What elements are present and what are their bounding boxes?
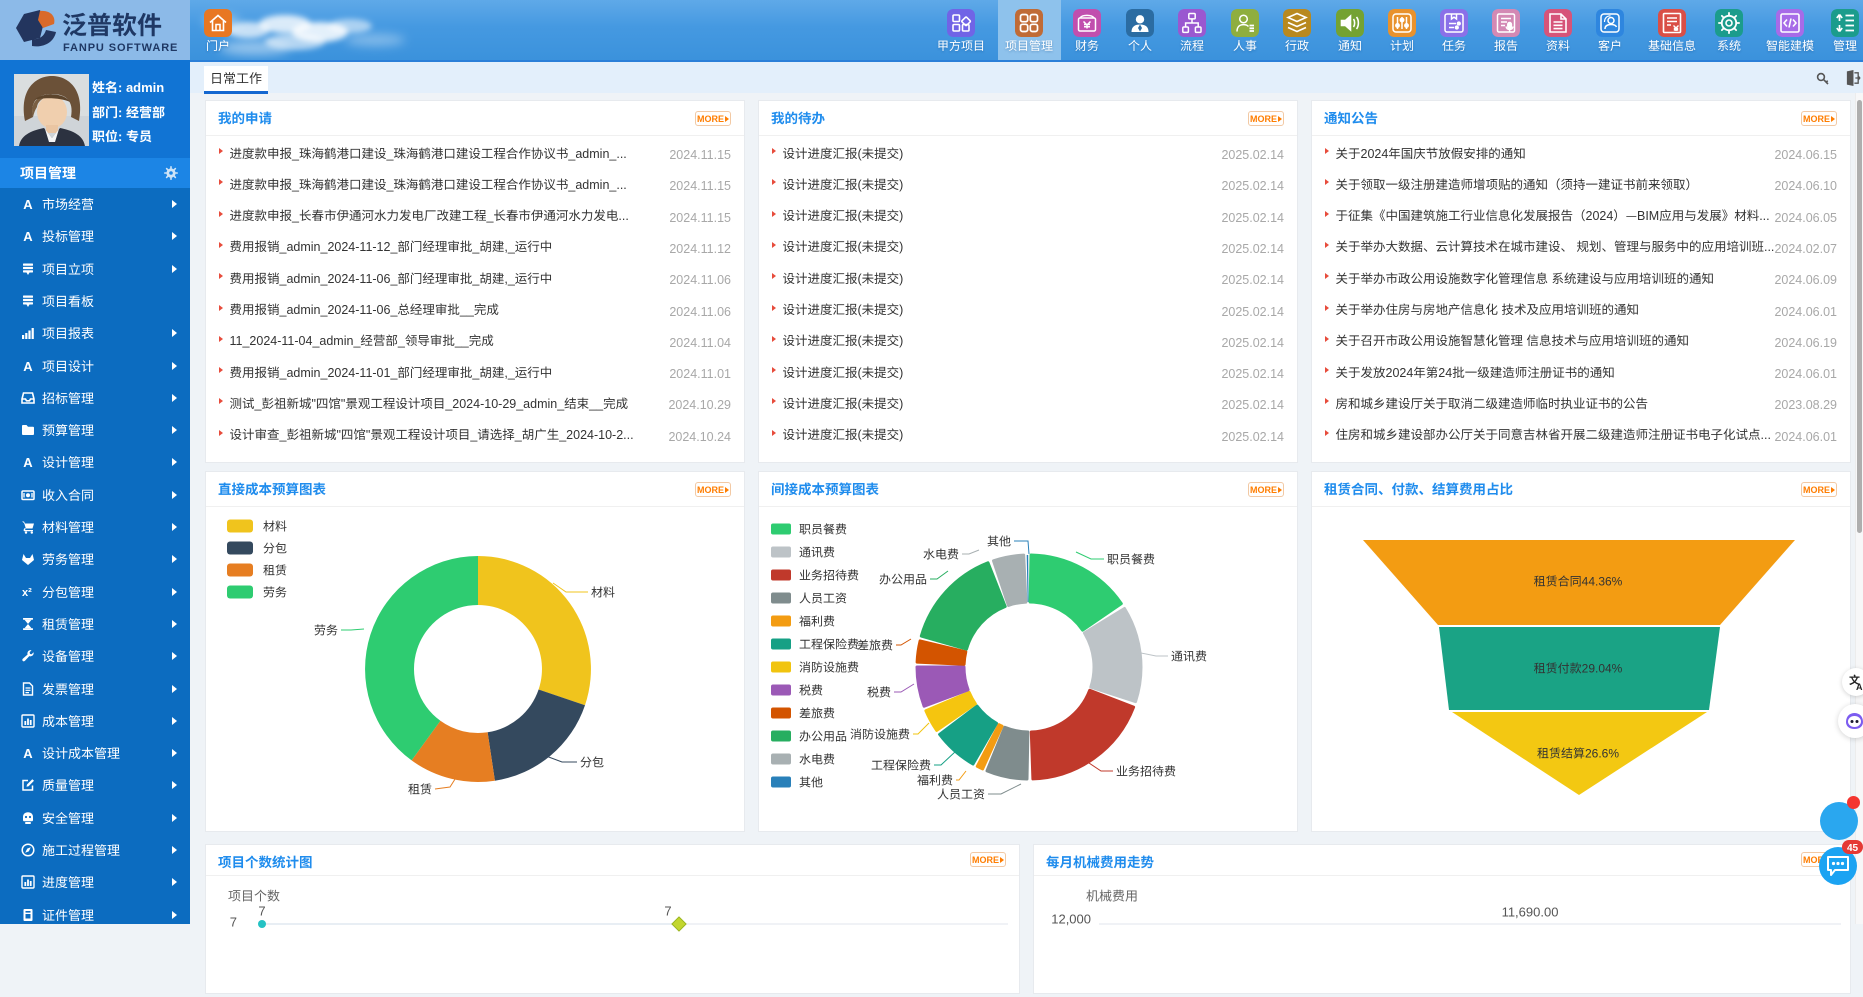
svg-text:项目个数: 项目个数 bbox=[228, 886, 280, 905]
svg-text:税费: 税费 bbox=[867, 684, 891, 701]
svg-text:材料: 材料 bbox=[591, 584, 615, 601]
svg-text:劳务: 劳务 bbox=[263, 584, 287, 601]
svg-text:消防设施费: 消防设施费 bbox=[850, 726, 910, 743]
svg-text:分包: 分包 bbox=[580, 754, 604, 771]
svg-text:12,000: 12,000 bbox=[1051, 909, 1091, 928]
svg-text:租赁合同44.36%: 租赁合同44.36% bbox=[1534, 573, 1623, 590]
svg-text:消防设施费: 消防设施费 bbox=[799, 659, 859, 676]
svg-text:分包: 分包 bbox=[263, 540, 287, 557]
svg-text:A: A bbox=[23, 455, 33, 469]
svg-text:11,690.00: 11,690.00 bbox=[1502, 902, 1559, 921]
svg-text:办公用品: 办公用品 bbox=[799, 728, 847, 745]
svg-text:租赁: 租赁 bbox=[263, 562, 287, 579]
svg-text:工程保险费: 工程保险费 bbox=[871, 757, 931, 774]
svg-text:业务招待费: 业务招待费 bbox=[799, 567, 859, 584]
svg-text:租赁付款29.04%: 租赁付款29.04% bbox=[1534, 660, 1623, 677]
svg-text:A: A bbox=[23, 746, 33, 760]
svg-text:劳务: 劳务 bbox=[314, 622, 338, 639]
svg-text:其他: 其他 bbox=[987, 533, 1011, 550]
svg-text:职员餐费: 职员餐费 bbox=[1107, 551, 1155, 568]
svg-text:材料: 材料 bbox=[263, 518, 287, 535]
svg-text:福利费: 福利费 bbox=[799, 613, 835, 630]
svg-text:水电费: 水电费 bbox=[799, 751, 835, 768]
svg-text:职员餐费: 职员餐费 bbox=[799, 521, 847, 538]
svg-text:福利费: 福利费 bbox=[917, 772, 953, 789]
svg-text:泛普软件: 泛普软件 bbox=[62, 8, 162, 42]
svg-text:7: 7 bbox=[258, 901, 265, 920]
svg-text:工程保险费: 工程保险费 bbox=[799, 636, 859, 653]
svg-text:A: A bbox=[1856, 680, 1863, 692]
svg-text:租赁结算26.6%: 租赁结算26.6% bbox=[1537, 745, 1619, 762]
svg-text:租赁: 租赁 bbox=[408, 781, 432, 798]
svg-text:税费: 税费 bbox=[799, 682, 823, 699]
svg-text:FANPU SOFTWARE: FANPU SOFTWARE bbox=[63, 39, 178, 55]
svg-text:差旅费: 差旅费 bbox=[857, 637, 893, 654]
svg-text:人员工资: 人员工资 bbox=[799, 590, 847, 607]
svg-text:通讯费: 通讯费 bbox=[1171, 648, 1207, 665]
svg-text:其他: 其他 bbox=[799, 774, 823, 791]
svg-text:A: A bbox=[23, 197, 33, 211]
svg-text:差旅费: 差旅费 bbox=[799, 705, 835, 722]
svg-text:业务招待费: 业务招待费 bbox=[1116, 763, 1176, 780]
svg-text:A: A bbox=[23, 229, 33, 243]
svg-text:7: 7 bbox=[664, 901, 671, 920]
svg-text:办公用品: 办公用品 bbox=[879, 571, 927, 588]
svg-text:文: 文 bbox=[1849, 672, 1860, 688]
svg-text:通讯费: 通讯费 bbox=[799, 544, 835, 561]
svg-text:x²: x² bbox=[22, 587, 32, 599]
svg-text:A: A bbox=[23, 359, 33, 373]
svg-text:机械费用: 机械费用 bbox=[1086, 886, 1138, 905]
svg-text:水电费: 水电费 bbox=[923, 546, 959, 563]
svg-text:7: 7 bbox=[230, 912, 237, 931]
svg-text:人员工资: 人员工资 bbox=[937, 786, 985, 803]
